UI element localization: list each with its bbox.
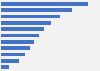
Bar — [1, 46, 30, 50]
Bar — [1, 2, 88, 6]
Bar — [1, 53, 25, 56]
Bar — [1, 59, 19, 63]
Bar — [1, 21, 51, 25]
Bar — [1, 8, 72, 12]
Bar — [1, 34, 39, 37]
Bar — [1, 27, 44, 31]
Bar — [1, 15, 60, 18]
Bar — [1, 40, 34, 44]
Bar — [1, 65, 9, 69]
